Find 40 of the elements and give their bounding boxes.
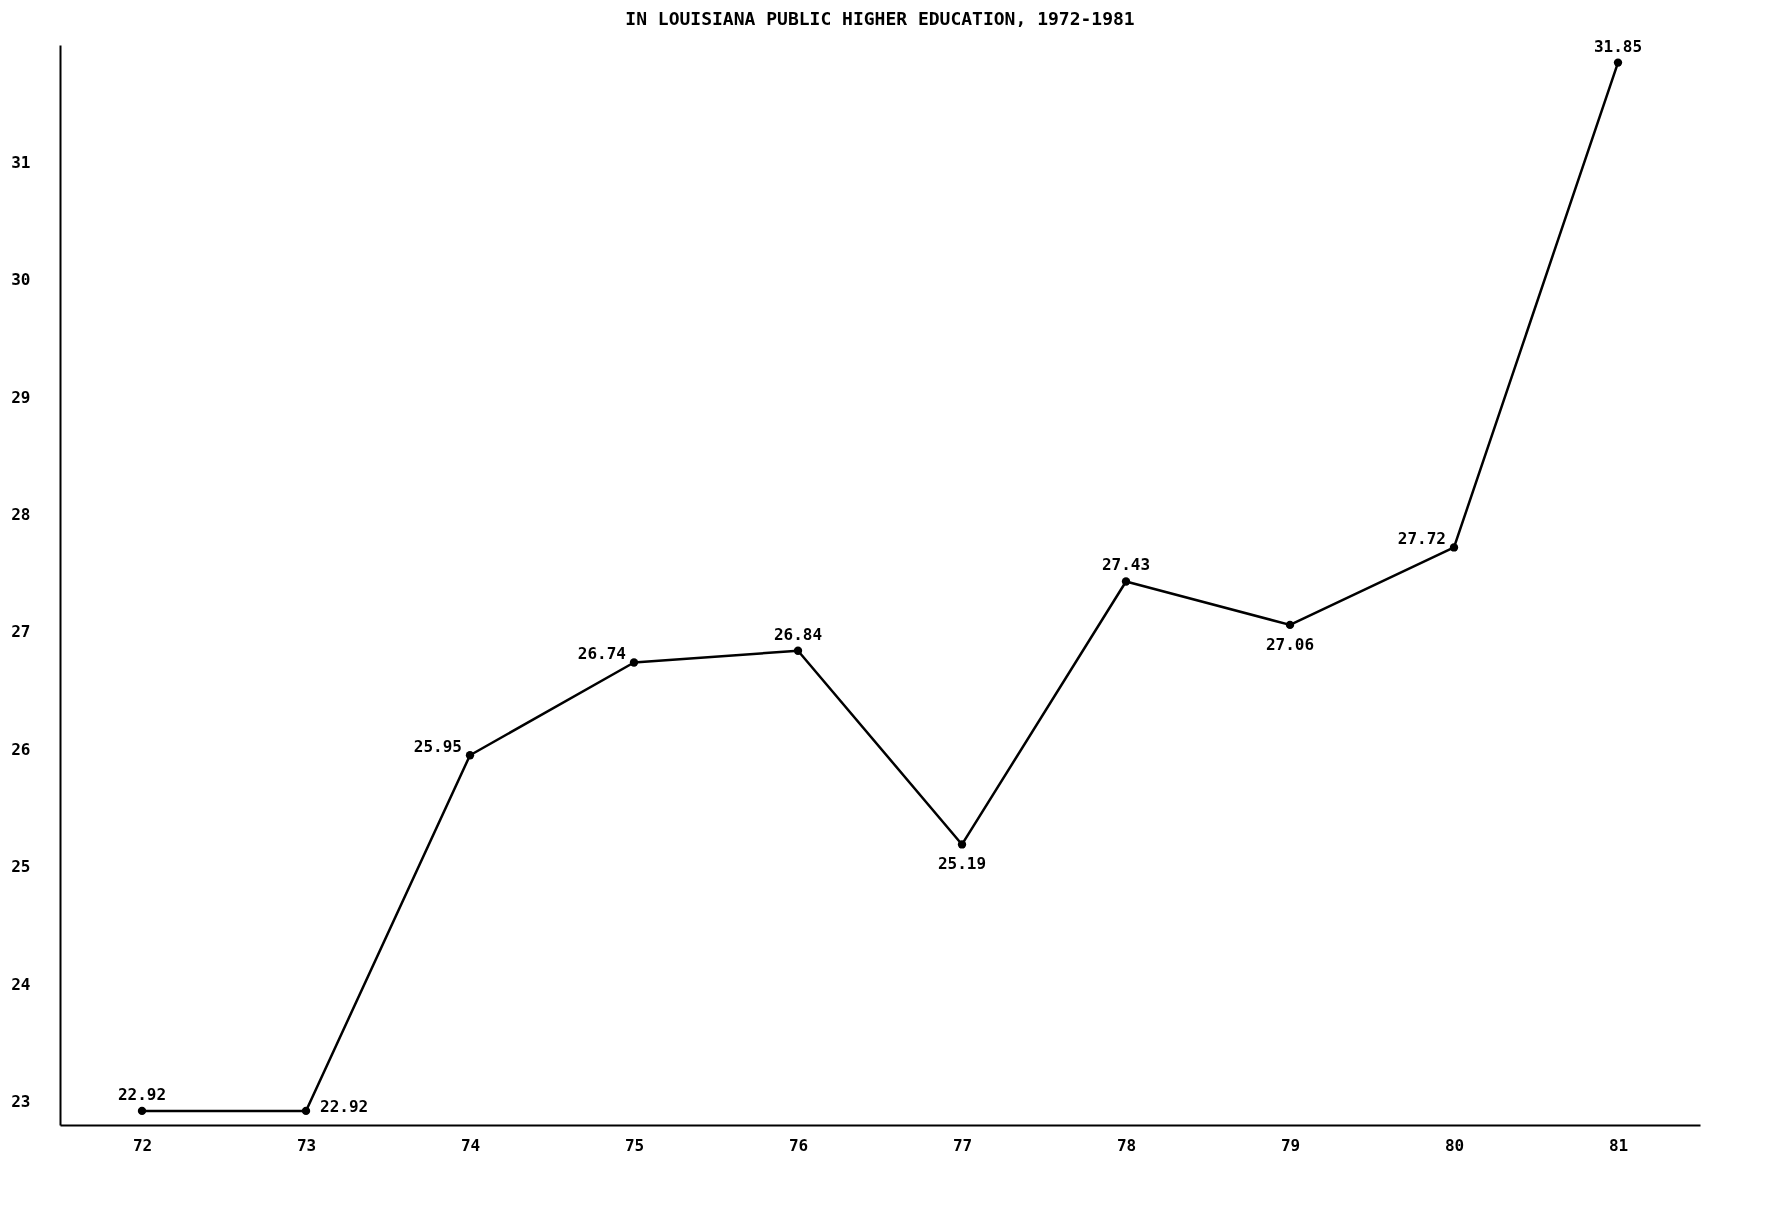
chart-title: IN LOUISIANA PUBLIC HIGHER EDUCATION, 1972-1981 (625, 7, 1135, 29)
x-tick-label: 72 (132, 1135, 153, 1155)
data-label: 27.43 (1101, 555, 1151, 575)
y-tick-label: 29 (11, 387, 31, 407)
point (137, 1106, 147, 1116)
data-label: 27.06 (1265, 634, 1315, 654)
x-tick-label: 78 (1116, 1135, 1137, 1155)
data-label: 26.74 (577, 644, 626, 664)
point (1613, 58, 1623, 67)
point (301, 1106, 311, 1116)
y-tick-label: 25 (11, 857, 31, 877)
point (957, 840, 967, 849)
data-label: 25.19 (937, 854, 987, 874)
x-tick-label: 79 (1280, 1135, 1301, 1155)
y-tick-label: 23 (11, 1092, 31, 1112)
y-tick-label: 24 (11, 974, 31, 994)
y-tick-label: 30 (11, 270, 31, 290)
y-tick-label: 28 (11, 505, 31, 525)
x-tick-label: 80 (1444, 1135, 1465, 1155)
point (1121, 577, 1131, 586)
data-label: 22.92 (117, 1084, 167, 1104)
x-tick-label: 76 (788, 1135, 809, 1155)
data-label: 25.95 (413, 737, 462, 757)
point (793, 646, 803, 655)
x-tick-label: 81 (1608, 1135, 1629, 1155)
data-label: 27.72 (1397, 529, 1446, 549)
y-tick-label: 31 (11, 152, 31, 172)
data-label: 22.92 (320, 1096, 369, 1116)
data-label: 26.84 (773, 624, 823, 644)
x-tick-label: 77 (952, 1135, 973, 1155)
point (1449, 543, 1459, 552)
x-tick-label: 75 (624, 1135, 645, 1155)
x-tick-label: 73 (296, 1135, 317, 1155)
y-tick-label: 26 (11, 739, 31, 759)
point (1285, 620, 1295, 630)
data-label: 31.85 (1593, 36, 1643, 56)
y-tick-label: 27 (11, 622, 31, 642)
x-tick-label: 74 (460, 1135, 481, 1155)
point (629, 658, 639, 667)
point (465, 751, 475, 760)
